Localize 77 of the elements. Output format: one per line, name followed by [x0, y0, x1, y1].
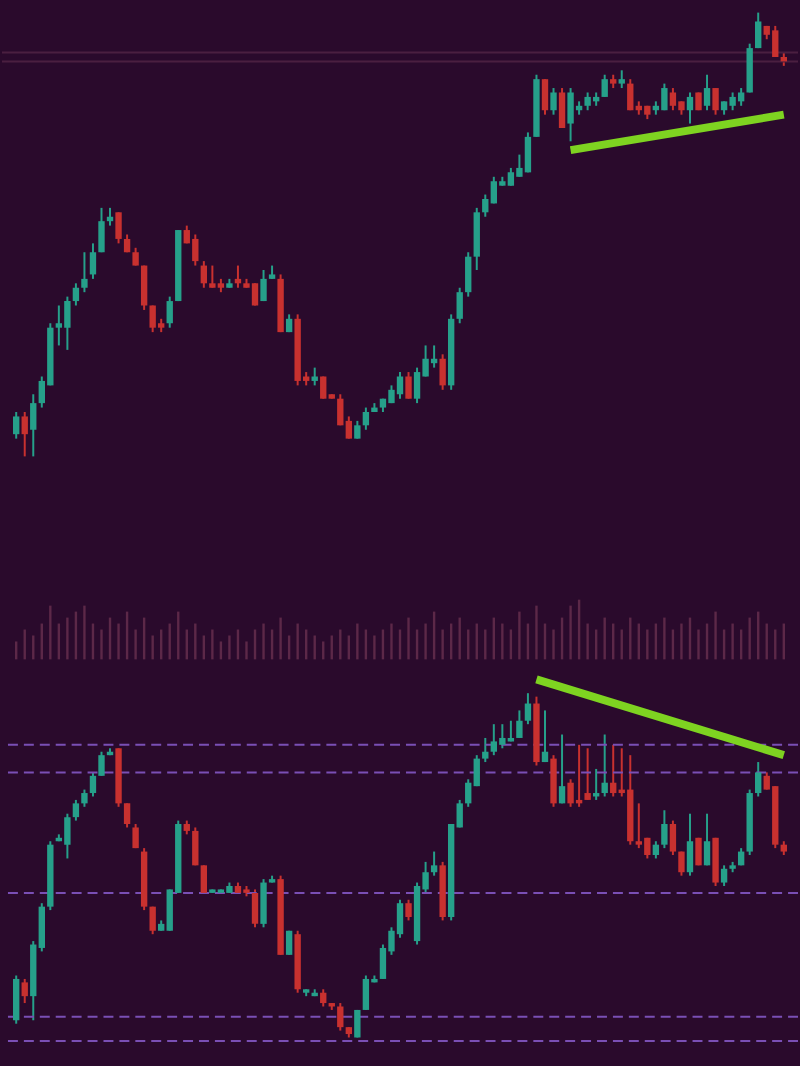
candlestick: [772, 24, 779, 58]
candlestick: [251, 888, 259, 929]
candlestick: [337, 1002, 344, 1032]
candlestick: [98, 750, 105, 777]
candlestick: [465, 251, 472, 298]
candlestick: [72, 282, 80, 307]
candlestick: [541, 78, 549, 116]
candlestick: [661, 82, 668, 112]
candlestick: [413, 366, 421, 405]
candlestick: [13, 411, 20, 440]
candlestick: [166, 295, 173, 329]
candlestick: [72, 798, 80, 822]
candlestick: [140, 264, 148, 311]
candlestick: [746, 42, 753, 94]
candlestick: [149, 905, 156, 936]
candlestick: [584, 747, 591, 801]
candlestick: [567, 778, 574, 808]
candlestick: [209, 264, 216, 289]
candlestick: [686, 812, 694, 877]
candlestick: [524, 692, 532, 726]
candlestick: [524, 131, 532, 174]
candlestick: [703, 812, 711, 867]
candlestick: [260, 878, 267, 929]
candlestick: [55, 304, 63, 347]
candlestick: [541, 709, 549, 764]
candlestick: [703, 73, 711, 112]
candlestick: [755, 11, 762, 50]
candlestick: [550, 754, 557, 808]
candlestick: [362, 406, 370, 431]
candlestick: [81, 251, 88, 294]
candlestick: [123, 802, 131, 829]
candlestick: [30, 393, 37, 458]
candlestick: [430, 850, 438, 877]
candlestick: [712, 836, 719, 887]
candlestick: [21, 977, 28, 1005]
candlestick: [200, 864, 208, 894]
candlestick: [712, 87, 719, 116]
candlestick: [405, 898, 412, 922]
candlestick: [482, 736, 489, 764]
candlestick: [456, 286, 463, 325]
candlestick: [567, 87, 574, 143]
candlestick: [499, 723, 506, 750]
candlestick: [362, 974, 370, 1011]
candlestick: [192, 233, 199, 267]
candlestick: [678, 850, 685, 877]
candlestick: [669, 819, 677, 857]
candlestick: [260, 269, 267, 303]
candlestick: [473, 206, 480, 271]
candlestick: [669, 87, 677, 112]
candlestick: [661, 809, 668, 850]
candlestick: [405, 371, 412, 400]
candlestick: [192, 826, 199, 867]
candlestick: [64, 295, 71, 351]
candlestick: [396, 371, 404, 400]
candlestick: [558, 87, 566, 129]
candlestick: [550, 87, 557, 116]
candlestick: [686, 91, 694, 125]
candlestick: [98, 206, 105, 254]
candlestick: [601, 73, 608, 98]
candlestick: [627, 78, 634, 112]
candlestick: [149, 304, 156, 334]
candlestick: [755, 761, 762, 798]
candlestick: [439, 353, 446, 391]
candlestick: [21, 411, 28, 458]
candlestick: [610, 743, 617, 798]
candlestick: [285, 929, 293, 956]
candlestick: [200, 260, 208, 289]
candlestick: [558, 733, 566, 805]
candlestick: [13, 974, 20, 1025]
candlestick: [89, 771, 97, 798]
candlestick: [115, 211, 122, 245]
candlestick: [601, 733, 608, 798]
candlestick: [720, 864, 728, 887]
candlestick: [64, 812, 71, 860]
candlestick: [132, 823, 139, 850]
candlestick: [516, 709, 523, 739]
candlestick: [89, 242, 97, 280]
